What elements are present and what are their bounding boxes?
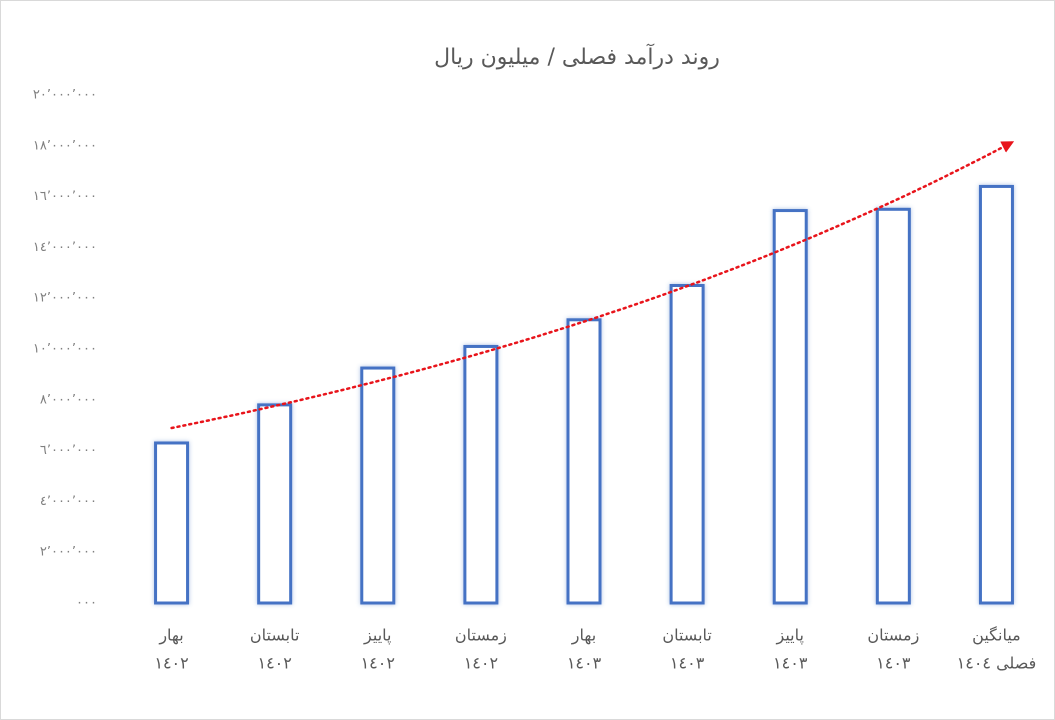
x-tick-label: ١٤٠٢ xyxy=(361,654,395,673)
x-tick-label: ١٤٠٣ xyxy=(773,654,808,673)
bar xyxy=(154,441,190,605)
x-tick-label: بهار xyxy=(571,626,596,646)
bar xyxy=(669,284,705,605)
trendline xyxy=(170,141,1015,430)
y-tick-label: ١٢٬٠٠٠٬٠٠٠ xyxy=(33,291,97,306)
y-tick-label: ٨٬٠٠٠٬٠٠٠ xyxy=(40,392,97,407)
bar xyxy=(875,207,911,605)
bar xyxy=(257,403,293,605)
x-tick-label: تابستان xyxy=(662,626,712,645)
x-tick-label: پاییز xyxy=(776,626,804,646)
y-tick-label: ١٤٬٠٠٠٬٠٠٠ xyxy=(33,240,97,255)
y-tick-label: ٠٠٠ xyxy=(76,596,97,611)
bar xyxy=(463,344,499,605)
y-tick-label: ٢٠٬٠٠٠٬٠٠٠ xyxy=(33,88,97,103)
x-tick-label: ١٤٠٣ xyxy=(567,654,602,673)
bar xyxy=(978,184,1014,605)
x-tick-label: زمستان xyxy=(455,626,507,646)
y-tick-label: ٢٬٠٠٠٬٠٠٠ xyxy=(40,545,97,560)
x-tick-label: ١٤٠٢ xyxy=(154,654,188,673)
x-tick-label: ١٤٠٢ xyxy=(464,654,498,673)
x-tick-label: ١٤٠٣ xyxy=(670,654,705,673)
y-tick-label: ٤٬٠٠٠٬٠٠٠ xyxy=(40,494,97,509)
y-tick-label: ١٠٬٠٠٠٬٠٠٠ xyxy=(33,342,97,357)
x-tick-label: ١٤٠٣ xyxy=(876,654,911,673)
x-tick-label: میانگین xyxy=(972,626,1021,646)
y-tick-label: ١٨٬٠٠٠٬٠٠٠ xyxy=(33,138,97,153)
x-tick-label: زمستان xyxy=(867,626,919,646)
y-tick-label: ٦٬٠٠٠٬٠٠٠ xyxy=(40,443,97,458)
bar xyxy=(566,318,602,605)
x-tick-label: پاییز xyxy=(363,626,391,646)
y-tick-label: ١٦٬٠٠٠٬٠٠٠ xyxy=(33,189,97,204)
x-tick-label: بهار xyxy=(158,626,183,646)
bar xyxy=(772,209,808,605)
x-tick-label: فصلی ١٤٠٤ xyxy=(957,654,1037,673)
x-tick-label: تابستان xyxy=(250,626,300,645)
bar xyxy=(360,366,396,605)
chart-title: روند درآمد فصلی / میلیون ریال xyxy=(434,43,720,70)
x-tick-label: ١٤٠٢ xyxy=(257,654,291,673)
